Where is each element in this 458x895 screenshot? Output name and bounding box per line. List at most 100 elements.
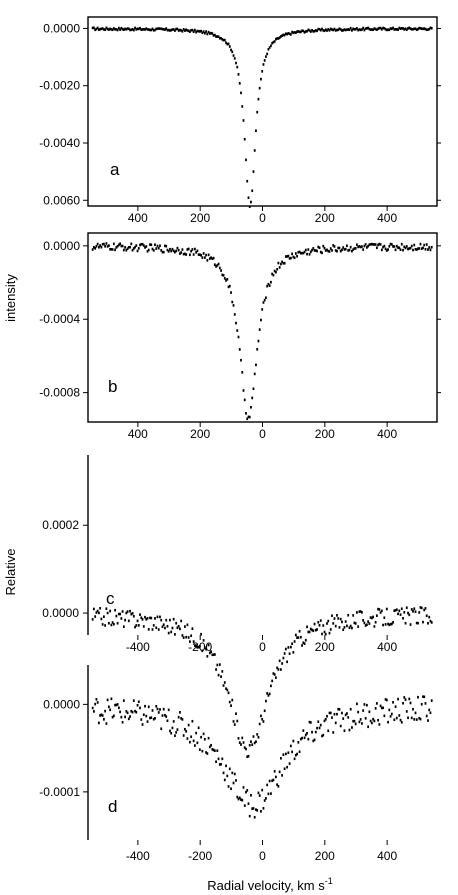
data-point bbox=[197, 726, 200, 730]
data-point bbox=[298, 30, 301, 34]
data-point bbox=[385, 698, 388, 702]
data-point bbox=[271, 41, 274, 45]
data-point bbox=[414, 711, 417, 715]
data-point bbox=[410, 27, 413, 31]
x-tick-label: 200 bbox=[315, 640, 335, 654]
data-point bbox=[126, 27, 129, 30]
data-point bbox=[94, 615, 97, 618]
data-point bbox=[252, 807, 255, 810]
data-point bbox=[261, 717, 264, 721]
data-point bbox=[202, 639, 205, 642]
data-point bbox=[196, 646, 199, 649]
data-point bbox=[235, 321, 237, 325]
data-point bbox=[159, 708, 161, 711]
data-point bbox=[121, 244, 124, 248]
data-point bbox=[116, 244, 119, 248]
data-point bbox=[369, 243, 372, 246]
data-point bbox=[120, 715, 123, 719]
data-point bbox=[317, 245, 320, 249]
data-point bbox=[333, 27, 336, 31]
data-point bbox=[243, 804, 246, 807]
data-point bbox=[248, 743, 251, 747]
data-point bbox=[222, 38, 225, 42]
data-point bbox=[359, 245, 362, 249]
data-point bbox=[390, 27, 393, 31]
data-point bbox=[261, 308, 264, 311]
data-point bbox=[132, 614, 135, 618]
data-point bbox=[373, 27, 376, 30]
data-point bbox=[186, 737, 189, 740]
data-point bbox=[120, 617, 123, 620]
data-point bbox=[313, 622, 316, 626]
data-point bbox=[98, 28, 100, 31]
data-point bbox=[222, 771, 225, 775]
data-point bbox=[226, 688, 229, 692]
data-point bbox=[294, 252, 297, 255]
data-point bbox=[176, 728, 179, 731]
data-point bbox=[409, 246, 412, 250]
data-point bbox=[91, 706, 94, 710]
data-point bbox=[306, 625, 308, 629]
data-point bbox=[184, 727, 186, 731]
data-point bbox=[106, 611, 109, 615]
data-point bbox=[180, 29, 183, 32]
data-point bbox=[193, 644, 196, 647]
data-point bbox=[351, 726, 353, 729]
data-point bbox=[412, 248, 414, 252]
data-point bbox=[251, 189, 254, 193]
data-point bbox=[365, 27, 368, 30]
data-point bbox=[145, 714, 148, 718]
data-point bbox=[231, 771, 234, 775]
data-point bbox=[215, 760, 217, 764]
data-point bbox=[400, 242, 403, 246]
data-point bbox=[105, 607, 108, 610]
data-point bbox=[357, 245, 360, 249]
data-point bbox=[161, 27, 164, 31]
data-point bbox=[110, 697, 113, 701]
data-point bbox=[385, 249, 388, 252]
data-point bbox=[206, 32, 209, 36]
data-point bbox=[200, 29, 203, 33]
data-point bbox=[319, 619, 322, 622]
data-point bbox=[191, 627, 194, 630]
data-point bbox=[412, 27, 414, 31]
data-point bbox=[107, 621, 110, 625]
data-point bbox=[237, 737, 240, 740]
data-point bbox=[112, 714, 115, 718]
data-point bbox=[419, 717, 422, 721]
data-point bbox=[428, 246, 431, 249]
data-point bbox=[351, 626, 353, 630]
data-point bbox=[156, 615, 159, 619]
data-point bbox=[257, 791, 260, 795]
data-point bbox=[306, 731, 308, 735]
data-point bbox=[181, 718, 184, 721]
data-point bbox=[418, 247, 421, 250]
data-point bbox=[332, 731, 335, 734]
data-point bbox=[265, 699, 267, 703]
data-point bbox=[341, 620, 343, 624]
data-point bbox=[349, 26, 352, 30]
data-point bbox=[314, 29, 317, 32]
data-point bbox=[116, 703, 119, 706]
data-point bbox=[338, 246, 341, 250]
data-point bbox=[166, 719, 169, 723]
data-point bbox=[260, 810, 262, 813]
data-point bbox=[165, 244, 168, 248]
data-point bbox=[211, 653, 214, 657]
data-point bbox=[207, 253, 210, 257]
data-point bbox=[137, 624, 140, 627]
data-point bbox=[327, 619, 330, 623]
data-point bbox=[328, 631, 331, 635]
data-point bbox=[289, 33, 292, 36]
data-point bbox=[429, 711, 432, 715]
data-point bbox=[265, 296, 267, 300]
data-point bbox=[221, 757, 224, 761]
data-point bbox=[109, 708, 112, 712]
x-tick-label: 0 bbox=[259, 211, 266, 225]
data-point bbox=[114, 248, 117, 252]
data-point bbox=[191, 719, 194, 723]
data-point bbox=[281, 774, 284, 777]
data-point bbox=[388, 708, 391, 712]
data-point bbox=[408, 697, 411, 701]
